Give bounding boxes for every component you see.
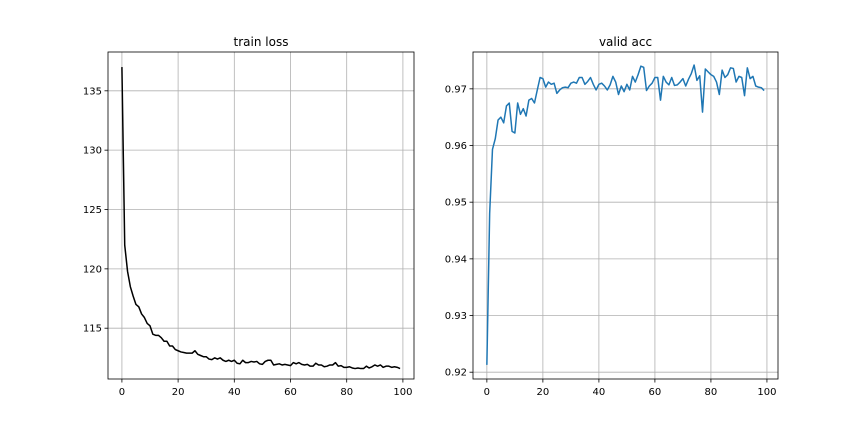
train-loss-xtick-label-4: 80	[340, 387, 353, 398]
valid-acc-ytick-label-1: 0.93	[445, 311, 467, 322]
valid-acc-xtick-label-2: 40	[593, 387, 606, 398]
train-loss-ytick-label-0: 115	[83, 324, 102, 335]
valid-acc-series-line-0	[486, 64, 765, 365]
chart-valid-acc: 0 20 40 60 80 100 0.92 0.93 0.94 0.95 0.96 0.97 vali…	[445, 35, 779, 398]
train-loss-ytick-label-4: 135	[83, 86, 102, 97]
valid-acc-xtick-label-1: 20	[537, 387, 550, 398]
train-loss-series-line-0	[121, 67, 401, 370]
train-loss-title: train loss	[234, 35, 289, 49]
valid-acc-xtick-label-0: 0	[484, 387, 490, 398]
chart-train-loss: 0 20 40 60 80 100 115 120 125 130 135 train loss	[83, 35, 415, 398]
valid-acc-ytick-label-0: 0.92	[445, 368, 467, 379]
train-loss-xtick-label-2: 40	[228, 387, 241, 398]
valid-acc-ytick-label-2: 0.94	[445, 254, 467, 265]
valid-acc-axes-frame	[472, 51, 779, 380]
train-loss-ytick-label-2: 125	[83, 205, 102, 216]
valid-acc-xtick-label-3: 60	[649, 387, 662, 398]
train-loss-xtick-label-0: 0	[119, 387, 125, 398]
train-loss-axes-frame	[107, 51, 415, 380]
train-loss-grid	[108, 52, 414, 379]
train-loss-xtick-label-5: 100	[393, 387, 412, 398]
valid-acc-title: valid acc	[599, 35, 652, 49]
valid-acc-xtick-label-4: 80	[705, 387, 718, 398]
train-loss-xtick-label-3: 60	[284, 387, 297, 398]
valid-acc-ytick-label-5: 0.97	[445, 84, 467, 95]
valid-acc-xtick-label-5: 100	[757, 387, 776, 398]
valid-acc-ytick-label-4: 0.96	[445, 141, 467, 152]
train-loss-ytick-label-3: 130	[83, 146, 102, 157]
train-loss-ytick-label-1: 120	[83, 264, 102, 275]
train-loss-xtick-label-1: 20	[172, 387, 185, 398]
valid-acc-ytick-label-3: 0.95	[445, 198, 467, 209]
